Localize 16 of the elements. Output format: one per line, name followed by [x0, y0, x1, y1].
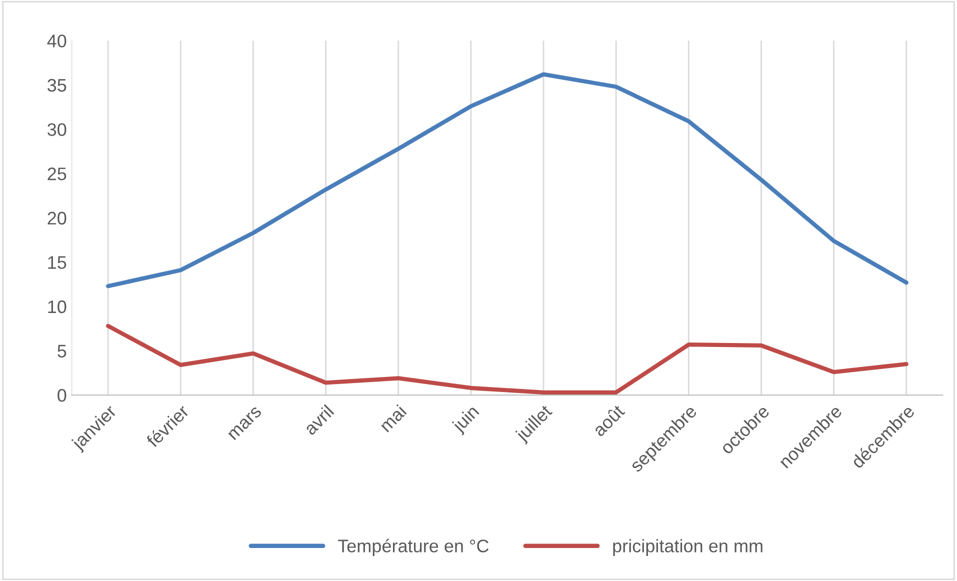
x-tick-label: août [592, 403, 626, 438]
line-series [106, 324, 908, 395]
y-tick-label: 10 [48, 300, 66, 314]
y-tick-label: 20 [48, 212, 66, 225]
y-tick-label: 5 [58, 344, 66, 358]
x-tick-label: juin [450, 404, 482, 436]
y-tick-label: 15 [48, 256, 66, 269]
y-tick-label: 25 [48, 168, 66, 180]
legend-label: pricipitation en mm [613, 539, 762, 556]
y-tick-label: 35 [48, 78, 66, 92]
y-tick-label: 40 [47, 34, 66, 48]
x-tick-label: mai [378, 404, 407, 433]
legend-label: Température en °C [338, 538, 489, 556]
line-series [106, 72, 908, 288]
y-tick-label: 0 [58, 389, 66, 402]
y-tick-label: 30 [48, 123, 66, 136]
